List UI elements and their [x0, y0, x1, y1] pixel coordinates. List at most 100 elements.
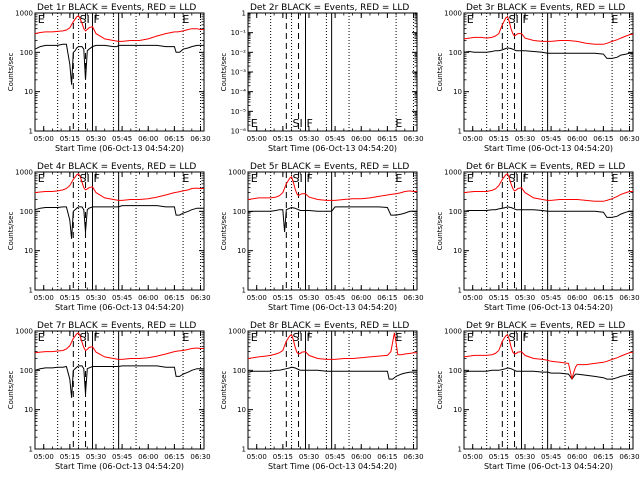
interval-marker-s: S — [80, 331, 87, 344]
interval-marker-e: E — [611, 331, 618, 344]
interval-marker-i: I — [300, 117, 303, 130]
x-tick-label: 05:45 — [541, 453, 561, 461]
x-tick-label: 06:30 — [190, 294, 210, 302]
interval-marker-e: E — [251, 117, 258, 130]
x-tick-label: 05:00 — [34, 135, 54, 143]
x-tick-label: 05:00 — [34, 453, 54, 461]
y-axis-label: Counts/sec — [7, 212, 15, 251]
x-tick-label: 06:15 — [377, 294, 397, 302]
x-tick-label: 06:00 — [351, 453, 371, 461]
lld-series-line — [463, 16, 634, 45]
x-tick-label: 06:15 — [593, 135, 613, 143]
x-tick-label: 06:30 — [619, 453, 639, 461]
plot-frame — [463, 12, 634, 132]
x-tick-label: 06:30 — [403, 453, 423, 461]
y-axis-label: Counts/sec — [220, 53, 228, 92]
x-tick-label: 05:30 — [515, 294, 535, 302]
x-tick-label: 05:00 — [463, 294, 483, 302]
y-tick-label: 10 — [237, 406, 246, 414]
y-tick-label: 1 — [29, 446, 33, 454]
panel-title: Det 9r BLACK = Events, RED = LLD — [466, 321, 625, 331]
x-tick-label: 05:15 — [273, 453, 293, 461]
events-series-line — [463, 367, 633, 380]
detector-panel-2: Det 2r BLACK = Events, RED = LLD 1 10⁻¹ 10⁻… — [220, 3, 424, 153]
interval-marker-e: E — [182, 172, 189, 185]
x-tick-label: 05:15 — [60, 294, 80, 302]
x-tick-label: 06:30 — [619, 294, 639, 302]
interval-marker-e: E — [467, 172, 474, 185]
y-tick-label: 10⁻¹ — [231, 29, 247, 37]
y-tick-label: 100 — [233, 367, 246, 375]
y-tick-label: 100 — [20, 49, 33, 57]
panel-title: Det 4r BLACK = Events, RED = LLD — [37, 162, 196, 172]
x-tick-label: 05:45 — [325, 453, 345, 461]
interval-marker-f: F — [93, 331, 99, 344]
interval-marker-f: F — [306, 117, 312, 130]
plot-frame — [247, 171, 418, 291]
x-tick-label: 06:00 — [138, 135, 158, 143]
x-tick-label: 05:30 — [86, 135, 106, 143]
plot-frame — [34, 12, 205, 132]
y-tick-label: 10⁻⁶ — [231, 128, 247, 136]
interval-marker-f: F — [306, 331, 312, 344]
lld-series-line — [463, 173, 633, 202]
y-tick-label: 100 — [20, 208, 33, 216]
x-tick-label: 06:15 — [593, 294, 613, 302]
x-axis-label: Start Time (06-Oct-13 04:54:20) — [55, 303, 184, 312]
x-tick-label: 05:45 — [325, 135, 345, 143]
events-series-line — [34, 43, 204, 85]
x-tick-label: 06:15 — [377, 135, 397, 143]
y-tick-label: 1 — [458, 128, 462, 136]
detector-panel-3: Det 3r BLACK = Events, RED = LLD 1 10 100 10… — [436, 3, 640, 153]
y-tick-label: 10 — [237, 247, 246, 255]
interval-marker-e: E — [38, 13, 45, 26]
x-tick-label: 05:45 — [112, 135, 132, 143]
interval-marker-e: E — [467, 331, 474, 344]
x-tick-label: 06:15 — [164, 453, 184, 461]
y-axis-label: Counts/sec — [220, 371, 228, 410]
interval-marker-f: F — [522, 172, 528, 185]
interval-marker-i: I — [300, 331, 303, 344]
x-tick-label: 06:00 — [351, 135, 371, 143]
interval-marker-e: E — [611, 172, 618, 185]
interval-marker-i: I — [87, 13, 90, 26]
panel-title: Det 7r BLACK = Events, RED = LLD — [37, 321, 196, 331]
interval-marker-f: F — [522, 331, 528, 344]
plot-frame — [247, 330, 418, 450]
x-tick-label: 05:00 — [247, 135, 267, 143]
y-axis-label: Counts/sec — [7, 53, 15, 92]
y-tick-label: 10 — [453, 88, 462, 96]
plot-frame — [463, 330, 634, 450]
panel-title: Det 6r BLACK = Events, RED = LLD — [466, 162, 625, 172]
interval-marker-i: I — [516, 331, 519, 344]
x-tick-label: 05:30 — [515, 135, 535, 143]
y-tick-label: 100 — [20, 367, 33, 375]
x-tick-label: 05:00 — [34, 294, 54, 302]
interval-marker-f: F — [93, 13, 99, 26]
events-series-line — [463, 206, 633, 218]
y-tick-label: 1 — [242, 10, 246, 18]
events-series-line — [34, 205, 204, 239]
detector-panel-9: Det 9r BLACK = Events, RED = LLD 1 10 100 10… — [436, 321, 640, 471]
interval-marker-e: E — [395, 117, 402, 130]
x-tick-label: 06:15 — [593, 453, 613, 461]
interval-marker-e: E — [467, 13, 474, 26]
y-axis-label: Counts/sec — [436, 212, 444, 251]
y-tick-label: 100 — [449, 367, 462, 375]
x-axis-label: Start Time (06-Oct-13 04:54:20) — [268, 462, 397, 471]
x-tick-label: 05:30 — [515, 453, 535, 461]
events-series-line — [247, 366, 417, 380]
y-tick-label: 10⁻² — [231, 49, 247, 57]
interval-marker-s: S — [80, 172, 87, 185]
interval-marker-s: S — [293, 331, 300, 344]
x-tick-label: 05:15 — [273, 294, 293, 302]
interval-marker-s: S — [509, 13, 516, 26]
x-tick-label: 05:45 — [541, 135, 561, 143]
x-tick-label: 06:15 — [377, 453, 397, 461]
panel-title: Det 8r BLACK = Events, RED = LLD — [250, 321, 409, 331]
lld-series-line — [34, 173, 204, 201]
x-tick-label: 06:00 — [567, 135, 587, 143]
x-tick-label: 05:15 — [60, 135, 80, 143]
y-tick-label: 1 — [458, 287, 462, 295]
